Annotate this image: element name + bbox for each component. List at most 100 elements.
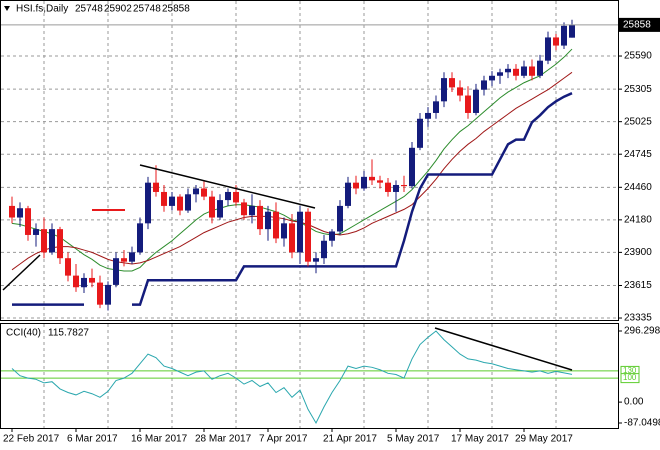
candle-body xyxy=(433,101,439,113)
candle-body xyxy=(161,191,167,206)
level-tag xyxy=(620,373,640,384)
candle-body xyxy=(113,258,119,285)
candle-body xyxy=(41,229,47,253)
plot-layer xyxy=(9,19,575,425)
candle-body xyxy=(73,275,79,288)
candle-body xyxy=(361,176,367,189)
candle-body xyxy=(537,60,543,76)
level-label: 130 xyxy=(623,366,637,375)
indicator-line xyxy=(12,92,573,306)
candle-body xyxy=(97,282,103,305)
price-tag xyxy=(619,17,660,32)
x-tick-label: 16 Mar 2017 xyxy=(131,434,188,445)
candle-body xyxy=(169,196,175,206)
menu-arrow xyxy=(4,6,10,11)
y-tick-label: 23615 xyxy=(624,280,652,291)
candle-body xyxy=(57,229,63,259)
candle-body xyxy=(353,182,359,189)
symbol-title: HSI.fs,Daily xyxy=(16,4,68,15)
candle-body xyxy=(297,211,303,253)
candle-body xyxy=(313,258,319,262)
trend-line xyxy=(2,254,41,291)
candle-body xyxy=(265,211,271,230)
candle-body xyxy=(137,223,143,253)
candle-body xyxy=(201,188,207,197)
candle-body xyxy=(401,184,407,187)
candle-body xyxy=(385,182,391,192)
candle-body xyxy=(481,80,487,90)
y-tick-label: 24460 xyxy=(624,182,652,193)
candle-body xyxy=(321,240,327,259)
y-tick-label: 24745 xyxy=(624,149,652,160)
candle-body xyxy=(489,75,495,81)
candle-body xyxy=(513,68,519,76)
ohlc-high: 25902 xyxy=(104,4,132,15)
candle-body xyxy=(561,25,567,46)
y-tick-label: 296.2986 xyxy=(624,326,660,337)
candle-body xyxy=(33,229,39,235)
candle-body xyxy=(65,258,71,276)
cci-panel xyxy=(0,323,619,429)
main-panel xyxy=(0,0,619,321)
cci-value: 115.7827 xyxy=(48,328,89,339)
candle-body xyxy=(185,194,191,211)
candle-body xyxy=(457,87,463,96)
ohlc-low: 25748 xyxy=(133,4,161,15)
candle-body xyxy=(233,191,239,203)
candle-body xyxy=(409,147,415,187)
candle-body xyxy=(569,24,575,38)
candle-body xyxy=(497,72,503,76)
candle-body xyxy=(209,196,215,218)
candle-body xyxy=(225,191,231,201)
price-tag-label: 25858 xyxy=(623,20,651,31)
candle-body xyxy=(521,66,527,76)
candle-body xyxy=(17,208,23,218)
x-tick-label: 17 May 2017 xyxy=(451,434,509,445)
candle-body xyxy=(105,284,111,305)
candle-body xyxy=(193,188,199,195)
x-tick-label: 6 Mar 2017 xyxy=(67,434,118,445)
y-tick-label: 25305 xyxy=(624,84,652,95)
candle-body xyxy=(449,78,455,88)
candle-body xyxy=(369,176,375,181)
candle-body xyxy=(25,208,31,235)
candle-body xyxy=(273,211,279,239)
candle-body xyxy=(529,66,535,76)
candle-body xyxy=(329,231,335,241)
x-tick-label: 5 May 2017 xyxy=(387,434,440,445)
y-tick-label: 0.00 xyxy=(624,397,644,408)
y-tick-label: 25025 xyxy=(624,116,652,127)
candle-body xyxy=(473,89,479,113)
y-tick-label: 25590 xyxy=(624,51,652,62)
ohlc-close: 25858 xyxy=(162,4,190,15)
candle-body xyxy=(337,205,343,232)
candle-body xyxy=(49,229,55,253)
candle-body xyxy=(257,205,263,230)
candle-body xyxy=(153,182,159,192)
candle-body xyxy=(177,196,183,211)
y-tick-label: 24180 xyxy=(624,214,652,225)
candle-body xyxy=(81,277,87,288)
candle-body xyxy=(553,37,559,46)
candle-body xyxy=(441,78,447,102)
candle-body xyxy=(305,211,311,262)
trend-line xyxy=(139,164,316,209)
candle-body xyxy=(289,223,295,253)
x-tick-label: 22 Feb 2017 xyxy=(3,434,60,445)
x-tick-label: 7 Apr 2017 xyxy=(259,434,308,445)
y-tick-label: -87.0498 xyxy=(624,418,660,429)
candle-body xyxy=(121,258,127,262)
candle-body xyxy=(425,112,431,119)
candle-body xyxy=(393,184,399,192)
candle-body xyxy=(545,37,551,61)
level-label: 100 xyxy=(623,373,637,382)
candle-body xyxy=(281,223,287,239)
x-tick-label: 28 Mar 2017 xyxy=(195,434,252,445)
candle-body xyxy=(89,277,95,283)
candle-body xyxy=(217,200,223,218)
candle-body xyxy=(377,180,383,183)
candle-body xyxy=(9,205,15,218)
candle-body xyxy=(129,252,135,262)
